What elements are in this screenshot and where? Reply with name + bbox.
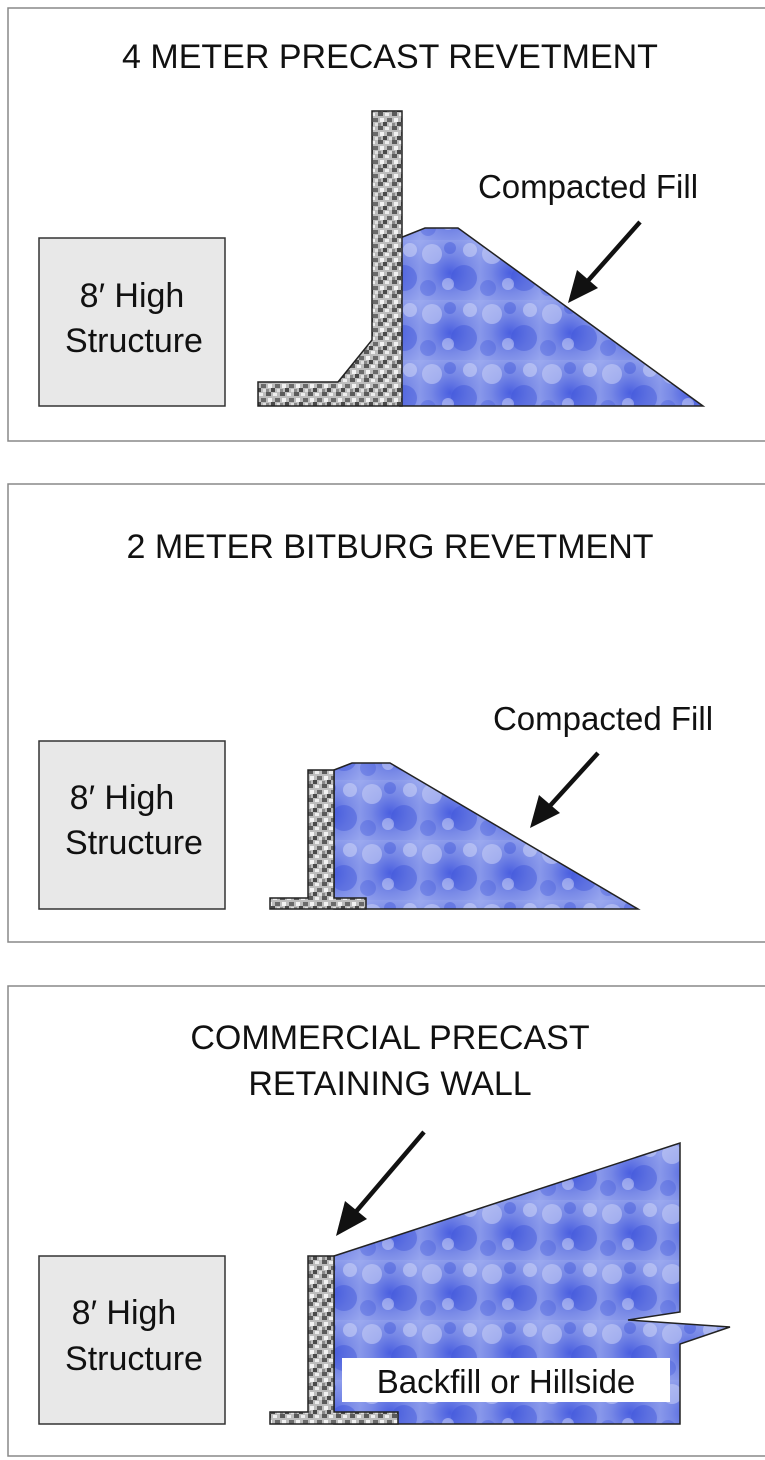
structure-label-line1: 8′ High xyxy=(70,779,175,817)
panel-2-title: 2 METER BITBURG REVETMENT xyxy=(126,528,653,566)
backfill-hillside xyxy=(333,1141,731,1425)
structure-label-line1: 8′ High xyxy=(80,277,185,315)
structure-label-line2: Structure xyxy=(65,824,203,862)
structure-label-line2: Structure xyxy=(65,322,203,360)
panel-3: COMMERCIAL PRECAST RETAINING WALL 8′ Hig… xyxy=(7,985,765,1457)
panel-2-structure: 8′ High Structure xyxy=(38,740,226,910)
callout-label-3: Backfill or Hillside xyxy=(377,1363,636,1400)
panel-3-title-line1: COMMERCIAL PRECAST xyxy=(190,1019,589,1057)
panel-1: 4 METER PRECAST REVETMENT 8′ High Struct… xyxy=(7,7,765,442)
callout-label-1: Compacted Fill xyxy=(478,168,698,205)
precast-revetment-wall xyxy=(257,110,403,407)
panel-2: 2 METER BITBURG REVETMENT 8′ High Struct… xyxy=(7,483,765,943)
structure-label-line2: Structure xyxy=(65,1340,203,1378)
callout-label-3-bg xyxy=(342,1358,670,1402)
arrow-icon xyxy=(336,1130,426,1236)
commercial-precast-retaining-wall xyxy=(269,1255,399,1425)
bitburg-revetment-wall xyxy=(269,769,367,910)
arrow-icon xyxy=(530,751,600,828)
panel-3-structure: 8′ High Structure xyxy=(38,1255,226,1425)
panel-1-structure: 8′ High Structure xyxy=(38,237,226,407)
callout-label-2: Compacted Fill xyxy=(493,700,713,737)
panel-1-title: 4 METER PRECAST REVETMENT xyxy=(122,38,658,76)
panel-3-title-line2: RETAINING WALL xyxy=(248,1065,531,1103)
arrow-icon xyxy=(568,220,642,303)
structure-label-line1: 8′ High xyxy=(72,1294,177,1332)
